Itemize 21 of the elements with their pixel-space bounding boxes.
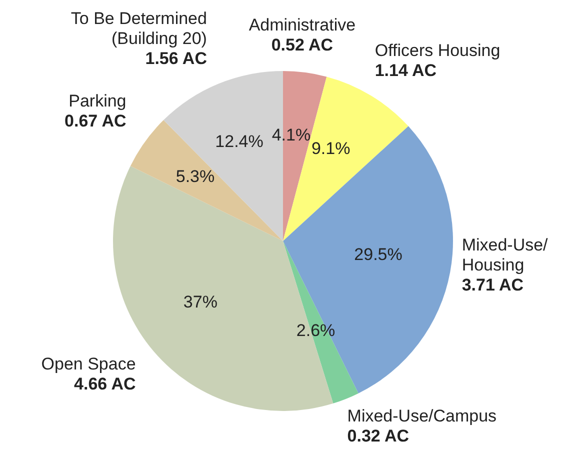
slice-label: Parking (68, 92, 126, 111)
slice-label: Open Space (41, 354, 136, 374)
slice-label: Officers Housing (374, 41, 500, 60)
data-label: 0.32 AC (347, 426, 410, 446)
text: 9.1% (311, 139, 350, 158)
data-label: 4.66 AC (74, 374, 136, 394)
text: 12.4% (215, 132, 264, 152)
text: 2.6% (296, 321, 336, 340)
data-label: 1.56 AC (145, 49, 207, 68)
slice-label: Administrative (248, 16, 356, 35)
data-label: 0.52 AC (271, 36, 334, 55)
data-label: 1.14 AC (374, 61, 437, 80)
slice-label: To Be Determined (Building 20) (70, 9, 207, 48)
slice-label: Mixed-Use/Campus (347, 406, 497, 426)
slice-label: Mixed-Use/ Housing (462, 235, 548, 274)
data-label: 3.71 AC (462, 275, 524, 294)
text: 37% (183, 292, 218, 312)
text: 29.5% (354, 245, 402, 264)
data-label: 0.67 AC (64, 112, 126, 131)
text: 4.1% (272, 125, 311, 144)
text: 5.3% (176, 166, 215, 186)
